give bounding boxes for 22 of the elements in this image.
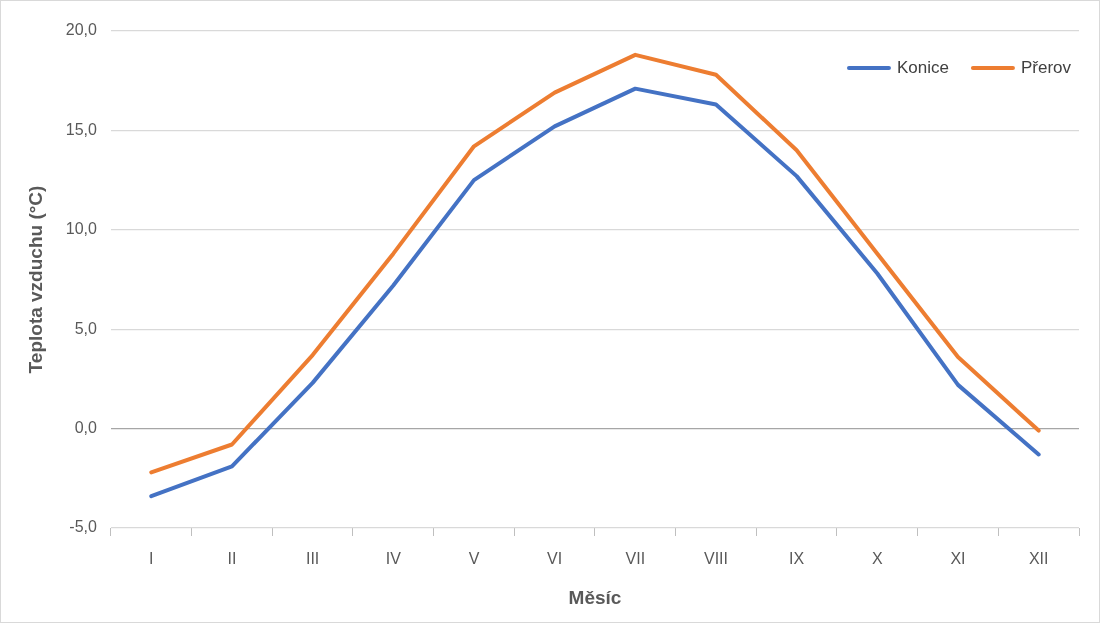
x-tick-label: III — [305, 550, 320, 568]
x-tick-label: IV — [385, 550, 402, 568]
y-tick-label: 15,0 — [65, 120, 98, 138]
x-tick-label: XI — [950, 550, 966, 568]
x-tick-label: VI — [547, 550, 563, 568]
x-tick-label: V — [468, 550, 480, 568]
y-tick-label: 10,0 — [65, 220, 98, 238]
x-tick-label: X — [871, 550, 883, 568]
x-tick-label: XII — [1028, 550, 1049, 568]
x-tick-label: IX — [789, 550, 805, 568]
x-tick-label: VII — [625, 550, 646, 568]
legend-label: Přerov — [1020, 57, 1072, 77]
x-tick-label: I — [149, 550, 154, 568]
x-tick-label: II — [227, 550, 237, 568]
legend-label: Konice — [896, 57, 949, 77]
y-axis-title: Teplota vzduchu (°C) — [24, 185, 46, 374]
y-tick-label: 20,0 — [65, 21, 98, 39]
y-tick-label: 0,0 — [74, 419, 98, 437]
y-tick-label: 5,0 — [74, 319, 98, 337]
x-axis-title: Měsíc — [568, 586, 622, 608]
y-tick-label: -5,0 — [69, 518, 98, 536]
x-tick-label: VIII — [703, 550, 728, 568]
